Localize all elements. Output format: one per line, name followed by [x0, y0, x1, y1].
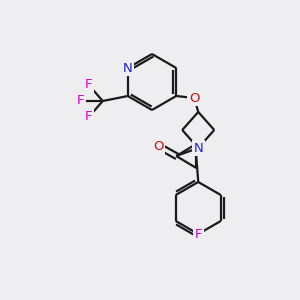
Text: N: N: [123, 61, 133, 74]
Text: F: F: [85, 79, 92, 92]
Text: F: F: [194, 227, 202, 241]
Text: N: N: [194, 142, 203, 154]
Text: O: O: [153, 140, 164, 152]
Text: O: O: [189, 92, 200, 104]
Text: F: F: [85, 110, 92, 124]
Text: F: F: [77, 94, 85, 107]
